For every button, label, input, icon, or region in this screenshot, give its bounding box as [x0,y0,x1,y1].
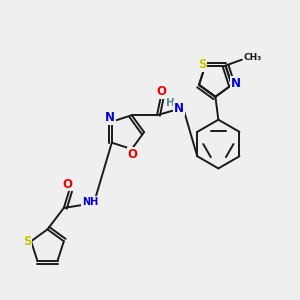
Text: NH: NH [82,197,98,207]
Text: N: N [174,102,184,115]
Text: O: O [128,148,138,161]
Text: H: H [166,98,174,108]
Text: S: S [23,235,32,248]
Text: O: O [156,85,166,98]
Text: O: O [63,178,73,191]
Text: N: N [105,111,115,124]
Text: S: S [198,58,206,71]
Text: N: N [231,77,241,90]
Text: CH₃: CH₃ [243,53,262,62]
